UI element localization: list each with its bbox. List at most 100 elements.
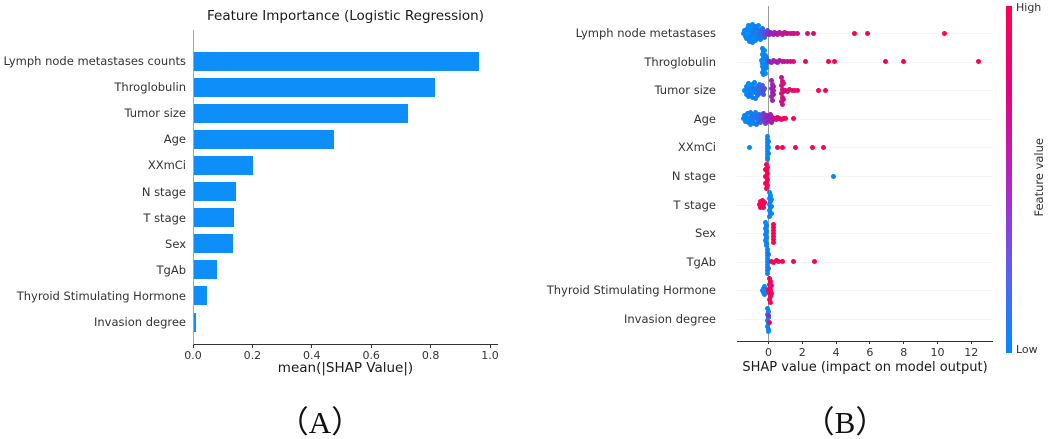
beeswarm-point [764, 176, 770, 182]
beeswarm-point [763, 71, 769, 77]
beeswarm-point [770, 83, 776, 89]
x-tick-mark [489, 345, 491, 348]
beeswarm-point [765, 328, 771, 334]
x-tick-mark [768, 341, 769, 344]
x-tick-label: 8 [900, 346, 908, 359]
beeswarm-point [766, 308, 771, 314]
beeswarm-point [749, 36, 755, 42]
x-tick-label: 4 [832, 346, 840, 359]
beeswarm-point [763, 180, 769, 186]
x-tick-mark [970, 341, 972, 344]
beeswarm-point [755, 114, 760, 120]
x-tick-label: 0.2 [243, 349, 262, 362]
beeswarm-point [763, 237, 769, 243]
beeswarm-point [743, 83, 749, 89]
bar-chart-y-labels: Lymph node metastases counts Throglobulin… [0, 0, 187, 345]
importance-bar [194, 103, 408, 123]
x-tick-label: 0 [765, 346, 772, 359]
beeswarm-point [776, 259, 782, 265]
bar-chart-x-label: mean(|SHAP Value|) [277, 360, 414, 376]
beeswarm-point [746, 116, 752, 122]
beeswarm-row-label: Tumor size [654, 83, 717, 98]
beeswarm-point [765, 305, 771, 311]
x-tick-label: 6 [866, 346, 874, 359]
beeswarm-point [759, 114, 765, 120]
beeswarm-point [759, 52, 765, 58]
importance-bar [194, 129, 334, 149]
x-tick-label: 0.8 [421, 349, 440, 362]
beeswarm-row-label: Sex [695, 226, 716, 241]
beeswarm-point [747, 110, 753, 116]
beeswarm-point [763, 161, 769, 167]
bar-row-label: N stage [141, 184, 186, 199]
beeswarm-point [763, 228, 769, 234]
beeswarm-point [764, 156, 770, 162]
beeswarm-point [770, 221, 776, 227]
bar-row-label: T stage [143, 210, 186, 225]
beeswarm-point [767, 208, 773, 214]
colorbar [1006, 6, 1012, 353]
beeswarm-row-label: Thyroid Stimulating Hormone [546, 283, 716, 298]
importance-bar [194, 312, 196, 332]
beeswarm-point [770, 233, 776, 239]
bar-row-label: Sex [165, 236, 186, 251]
beeswarm-point [811, 259, 817, 265]
beeswarm-point [782, 59, 788, 65]
beeswarm-point [759, 64, 765, 70]
beeswarm-point [768, 293, 774, 299]
importance-bar [194, 260, 217, 280]
row-gridline [737, 118, 993, 120]
beeswarm-point [822, 87, 828, 93]
beeswarm-point [820, 144, 826, 150]
row-gridline [737, 204, 993, 206]
beeswarm-point [767, 275, 773, 281]
beeswarm-point [792, 30, 798, 36]
beeswarm-point [766, 138, 771, 144]
bar-row-label: Thyroid Stimulating Hormone [16, 288, 186, 303]
bar-chart-x-axis: 0.0 0.2 0.4 0.6 0.8 1.0 [184, 345, 499, 362]
beeswarm-point [815, 87, 821, 93]
beeswarm-point [768, 278, 774, 284]
beeswarm-point [765, 262, 771, 268]
bar-row-label: Tumor size [124, 106, 187, 121]
beeswarm-point [754, 26, 760, 32]
beeswarm-point [762, 283, 768, 289]
beeswarm-point [789, 87, 795, 93]
beeswarm-point [773, 258, 779, 264]
beeswarm-point [784, 59, 790, 65]
bar-chart-plot-area [193, 30, 498, 345]
importance-bar [194, 155, 254, 175]
beeswarm-y-labels: Lymph node metastases Throglobulin Tumor s… [500, 0, 716, 345]
importance-bar [194, 208, 235, 228]
beeswarm-point [789, 30, 795, 36]
beeswarm-point [882, 59, 888, 65]
beeswarm-point [751, 121, 757, 127]
x-tick-label: 0.0 [184, 349, 202, 362]
caption-b: （B） [803, 405, 887, 439]
beeswarm-point [757, 36, 763, 42]
x-tick-label: 2 [798, 346, 806, 359]
beeswarm-point [780, 101, 786, 107]
beeswarm-point [753, 23, 759, 29]
x-tick-label: 1.0 [481, 349, 499, 362]
beeswarm-row-label: Throglobulin [644, 54, 716, 69]
beeswarm-point [760, 91, 766, 97]
beeswarm-point [768, 299, 774, 305]
beeswarm-point [780, 259, 786, 265]
beeswarm-point [804, 30, 810, 36]
beeswarm-point [754, 122, 760, 128]
beeswarm-point [762, 291, 768, 297]
x-tick-mark [311, 345, 313, 348]
beeswarm-point [757, 120, 763, 126]
beeswarm-row-label: Invasion degree [624, 312, 716, 326]
x-tick-mark [192, 345, 194, 348]
beeswarm-point [794, 87, 800, 93]
x-tick-label: 0.4 [303, 349, 321, 362]
beeswarm-point [810, 30, 816, 36]
beeswarm-point [744, 111, 750, 117]
beeswarm-point [766, 259, 772, 265]
bar-row-label: Age [163, 132, 186, 147]
beeswarm-point [759, 25, 765, 31]
